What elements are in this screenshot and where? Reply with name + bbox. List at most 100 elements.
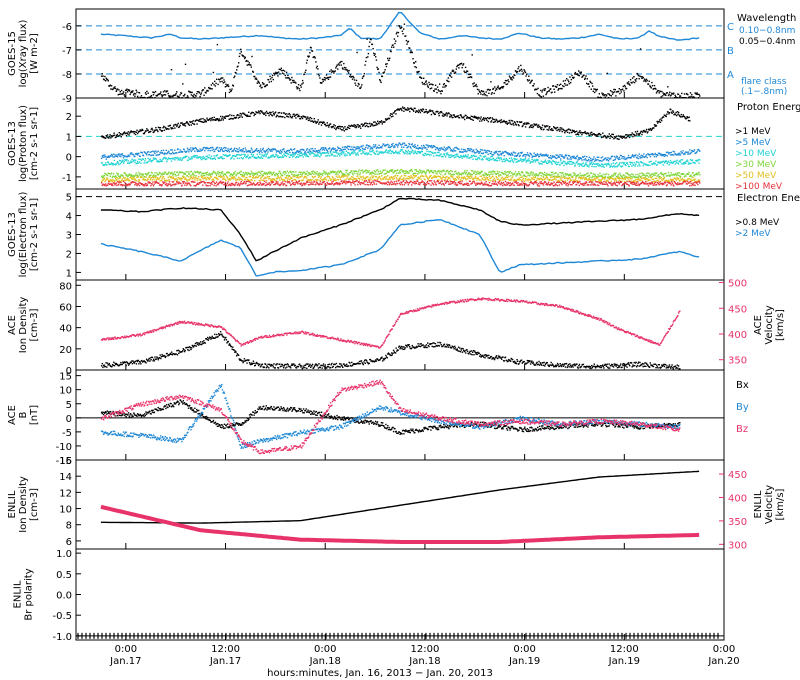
data-point (662, 92, 664, 94)
data-point (161, 95, 163, 98)
data-point (137, 180, 139, 182)
data-point (110, 88, 112, 90)
data-point (602, 132, 604, 134)
data-point (607, 176, 609, 178)
data-point (416, 152, 418, 155)
data-point (533, 83, 535, 85)
data-point (107, 155, 109, 157)
data-point (647, 128, 650, 130)
data-point (236, 154, 238, 156)
data-point (631, 154, 634, 156)
data-point (398, 109, 400, 111)
data-point (238, 147, 241, 149)
data-point (224, 149, 227, 151)
data-point (568, 132, 571, 134)
data-point (244, 113, 246, 116)
data-point (384, 121, 386, 123)
data-point (641, 133, 643, 136)
data-point (288, 174, 290, 177)
data-point (242, 157, 244, 159)
data-point (329, 70, 331, 73)
data-point (145, 153, 147, 155)
data-point (271, 148, 274, 150)
data-point (393, 46, 395, 48)
data-point (188, 179, 191, 181)
data-point (186, 150, 188, 153)
data-point (494, 150, 497, 153)
data-point (352, 148, 354, 151)
data-point (106, 156, 109, 158)
data-point (335, 67, 337, 69)
data-point (259, 112, 261, 115)
data-point (128, 178, 130, 181)
data-point (185, 122, 187, 124)
data-point (653, 88, 655, 90)
data-point (556, 126, 559, 129)
data-point (587, 132, 590, 135)
data-point (515, 161, 517, 163)
data-point (460, 174, 463, 176)
series--10-mev (100, 149, 701, 168)
data-point (217, 178, 219, 181)
data-point (667, 111, 669, 113)
data-point (150, 94, 153, 97)
data-point (244, 155, 246, 157)
legend-entry: 0.05−0.4nm (739, 37, 795, 47)
data-point (334, 178, 336, 180)
data-point (347, 152, 350, 154)
data-point (184, 63, 187, 65)
data-point (550, 171, 553, 174)
data-point (153, 158, 155, 160)
data-point (459, 156, 461, 158)
data-point (349, 146, 351, 148)
data-point (122, 180, 124, 182)
data-point (490, 120, 493, 122)
data-point (641, 155, 644, 157)
data-point (198, 120, 200, 122)
data-point (333, 124, 335, 126)
data-point (629, 84, 631, 86)
data-point (579, 157, 581, 159)
data-point (293, 113, 295, 115)
data-point (552, 129, 554, 131)
data-point (446, 148, 449, 150)
data-point (609, 158, 612, 160)
data-point (270, 172, 272, 174)
data-point (655, 125, 658, 127)
data-point (116, 172, 118, 174)
data-point (647, 172, 649, 174)
data-point (615, 166, 617, 168)
data-point (108, 173, 111, 175)
data-point (554, 175, 556, 177)
data-point (509, 170, 511, 173)
data-point (214, 171, 216, 173)
data-point (355, 79, 358, 82)
data-point (605, 95, 608, 97)
data-point (152, 154, 155, 156)
data-point (275, 116, 277, 118)
data-point (546, 154, 548, 157)
data-point (226, 176, 229, 179)
data-point (532, 126, 534, 129)
y-tick-label: -6 (62, 22, 72, 33)
data-point (541, 91, 543, 93)
data-point (404, 170, 406, 172)
data-point (693, 150, 695, 152)
data-point (506, 152, 508, 154)
data-point (580, 163, 582, 165)
data-point (340, 64, 342, 66)
data-point (234, 173, 236, 175)
data-point (194, 176, 197, 178)
data-point (444, 114, 446, 116)
data-point (275, 173, 278, 175)
data-point (197, 149, 199, 151)
data-point (113, 159, 115, 162)
data-point (476, 150, 479, 152)
data-point (105, 158, 107, 160)
data-point (301, 153, 304, 155)
data-point (574, 71, 577, 74)
data-point (327, 76, 329, 79)
data-point (543, 173, 545, 176)
data-point (589, 176, 591, 179)
data-point (155, 179, 157, 181)
